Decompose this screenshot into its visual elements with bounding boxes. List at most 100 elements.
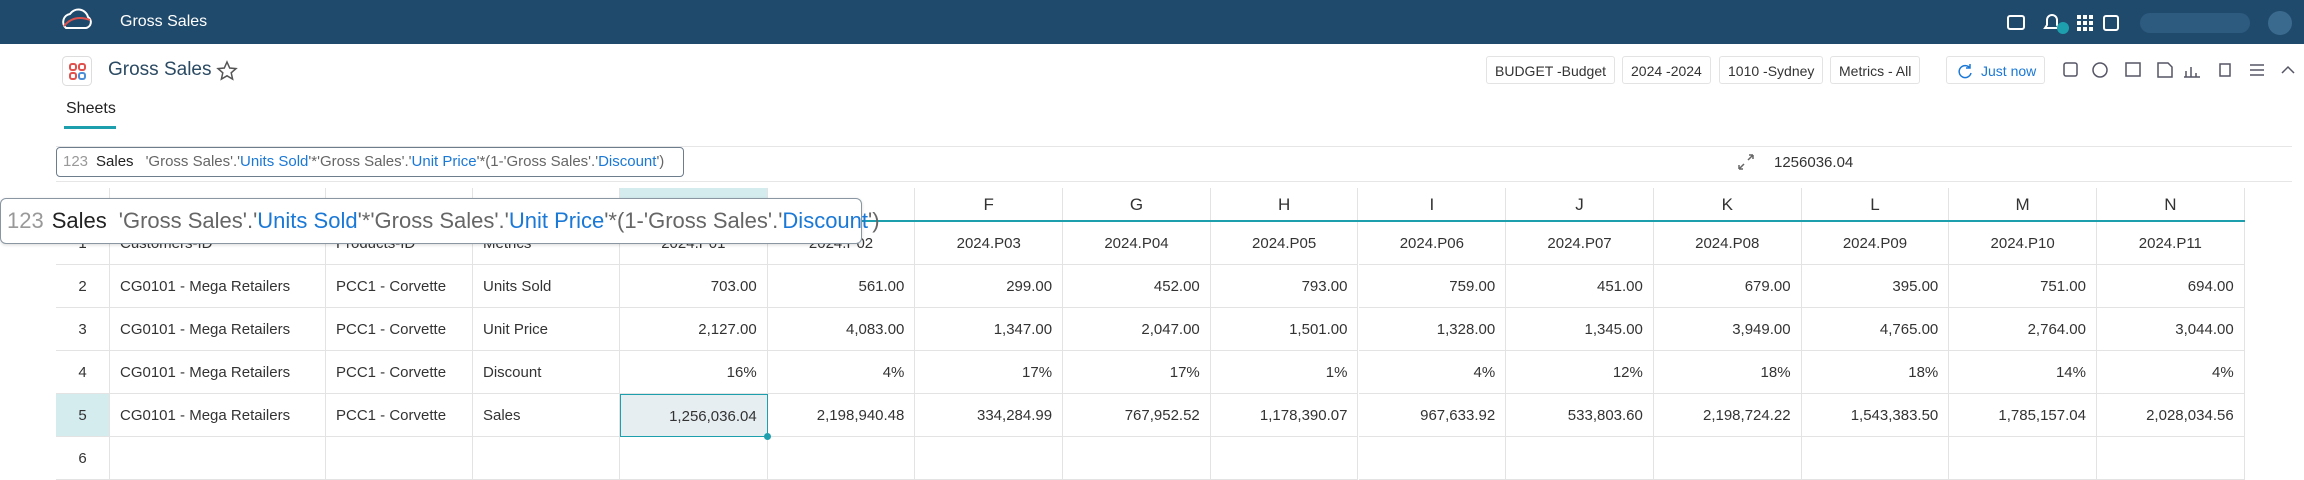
cell[interactable]: 2024.P04: [1063, 222, 1211, 265]
cell[interactable]: 1%: [1210, 351, 1359, 394]
cell[interactable]: 1,178,390.07: [1210, 394, 1359, 437]
cell[interactable]: Sales: [473, 394, 620, 437]
column-header[interactable]: I: [1358, 188, 1507, 222]
column-header[interactable]: K: [1653, 188, 1802, 222]
cell[interactable]: 2024.P03: [915, 222, 1064, 265]
filter-chip[interactable]: 2024 -2024: [1622, 56, 1711, 84]
cell[interactable]: 767,952.52: [1063, 394, 1211, 437]
row-number[interactable]: 6: [56, 437, 110, 480]
column-header[interactable]: F: [915, 188, 1064, 222]
cell[interactable]: 2,028,034.56: [2097, 394, 2245, 437]
cell[interactable]: 2024.P05: [1210, 222, 1359, 265]
cell[interactable]: 17%: [915, 351, 1064, 394]
cell[interactable]: 1,501.00: [1210, 308, 1359, 351]
cell[interactable]: 2024.P11: [2097, 222, 2245, 265]
cell[interactable]: 1,347.00: [915, 308, 1064, 351]
cell[interactable]: CG0101 - Mega Retailers: [110, 351, 326, 394]
cell[interactable]: 533,803.60: [1506, 394, 1654, 437]
filter-chip[interactable]: BUDGET -Budget: [1486, 56, 1616, 84]
expand-icon[interactable]: [1736, 152, 1756, 172]
favorite-star[interactable]: [216, 60, 238, 82]
cell[interactable]: 14%: [1949, 351, 2097, 394]
cell[interactable]: 18%: [1653, 351, 1802, 394]
cell[interactable]: 2024.P09: [1801, 222, 1950, 265]
cell[interactable]: [767, 437, 916, 480]
cell[interactable]: 12%: [1506, 351, 1654, 394]
refresh-button[interactable]: Just now: [1946, 56, 2046, 84]
cell[interactable]: 703.00: [620, 265, 768, 308]
cell[interactable]: [1063, 437, 1211, 480]
cell[interactable]: 967,633.92: [1358, 394, 1507, 437]
topbar-icons[interactable]: [2000, 10, 2300, 36]
cell[interactable]: PCC1 - Corvette: [326, 308, 473, 351]
cell[interactable]: [473, 437, 620, 480]
cell[interactable]: Unit Price: [473, 308, 620, 351]
cell[interactable]: 1,328.00: [1358, 308, 1507, 351]
cell[interactable]: 1,345.00: [1506, 308, 1654, 351]
cell[interactable]: [1358, 437, 1507, 480]
cell[interactable]: 1,785,157.04: [1949, 394, 2097, 437]
cell[interactable]: [2097, 437, 2245, 480]
column-header[interactable]: L: [1801, 188, 1950, 222]
column-header[interactable]: H: [1210, 188, 1359, 222]
cell[interactable]: PCC1 - Corvette: [326, 351, 473, 394]
cell[interactable]: 2024.P06: [1358, 222, 1507, 265]
cell[interactable]: 4%: [1358, 351, 1507, 394]
cell[interactable]: 395.00: [1801, 265, 1950, 308]
cell[interactable]: CG0101 - Mega Retailers: [110, 265, 326, 308]
cell[interactable]: 751.00: [1949, 265, 2097, 308]
cell[interactable]: CG0101 - Mega Retailers: [110, 308, 326, 351]
cell[interactable]: CG0101 - Mega Retailers: [110, 394, 326, 437]
cell[interactable]: PCC1 - Corvette: [326, 265, 473, 308]
cell[interactable]: Units Sold: [473, 265, 620, 308]
cell[interactable]: 2024.P07: [1506, 222, 1654, 265]
cell[interactable]: 4,083.00: [767, 308, 916, 351]
cell[interactable]: 679.00: [1653, 265, 1802, 308]
row-number[interactable]: 4: [56, 351, 110, 394]
cell[interactable]: 793.00: [1210, 265, 1359, 308]
cell[interactable]: 299.00: [915, 265, 1064, 308]
cell[interactable]: 2024.P08: [1653, 222, 1802, 265]
filter-chip[interactable]: 1010 -Sydney: [1719, 56, 1824, 84]
cell[interactable]: [1210, 437, 1359, 480]
cell[interactable]: 452.00: [1063, 265, 1211, 308]
cell[interactable]: [1801, 437, 1950, 480]
cell[interactable]: 1,256,036.04: [620, 394, 768, 437]
row-number[interactable]: 3: [56, 308, 110, 351]
row-number[interactable]: 2: [56, 265, 110, 308]
column-header[interactable]: J: [1506, 188, 1654, 222]
toolbar-icons[interactable]: [2060, 58, 2300, 82]
cell[interactable]: 561.00: [767, 265, 916, 308]
cell[interactable]: [1653, 437, 1802, 480]
cell[interactable]: 2,764.00: [1949, 308, 2097, 351]
cell[interactable]: 2,127.00: [620, 308, 768, 351]
column-header[interactable]: M: [1949, 188, 2097, 222]
cell[interactable]: 3,949.00: [1653, 308, 1802, 351]
column-header[interactable]: G: [1063, 188, 1211, 222]
cell[interactable]: PCC1 - Corvette: [326, 394, 473, 437]
row-number[interactable]: 5: [56, 394, 110, 437]
cell[interactable]: 18%: [1801, 351, 1950, 394]
cell[interactable]: Discount: [473, 351, 620, 394]
cell[interactable]: 3,044.00: [2097, 308, 2245, 351]
cell[interactable]: 334,284.99: [915, 394, 1064, 437]
filter-chip[interactable]: Metrics - All: [1830, 56, 1921, 84]
cell[interactable]: 2,047.00: [1063, 308, 1211, 351]
cell[interactable]: 1,543,383.50: [1801, 394, 1950, 437]
cell[interactable]: 451.00: [1506, 265, 1654, 308]
cell[interactable]: 16%: [620, 351, 768, 394]
cell[interactable]: 2024.P10: [1949, 222, 2097, 265]
formula-input[interactable]: 123 Sales 'Gross Sales'.'Units Sold'*'Gros…: [56, 147, 684, 177]
cell[interactable]: 17%: [1063, 351, 1211, 394]
cell[interactable]: 4%: [2097, 351, 2245, 394]
cell[interactable]: 2,198,940.48: [767, 394, 916, 437]
sheets-tab[interactable]: Sheets: [66, 100, 116, 117]
cell[interactable]: [620, 437, 768, 480]
cell[interactable]: 694.00: [2097, 265, 2245, 308]
cell[interactable]: [326, 437, 473, 480]
cell[interactable]: 4%: [767, 351, 916, 394]
cell[interactable]: 2,198,724.22: [1653, 394, 1802, 437]
cell[interactable]: [1506, 437, 1654, 480]
column-header[interactable]: N: [2097, 188, 2245, 222]
cell[interactable]: 4,765.00: [1801, 308, 1950, 351]
